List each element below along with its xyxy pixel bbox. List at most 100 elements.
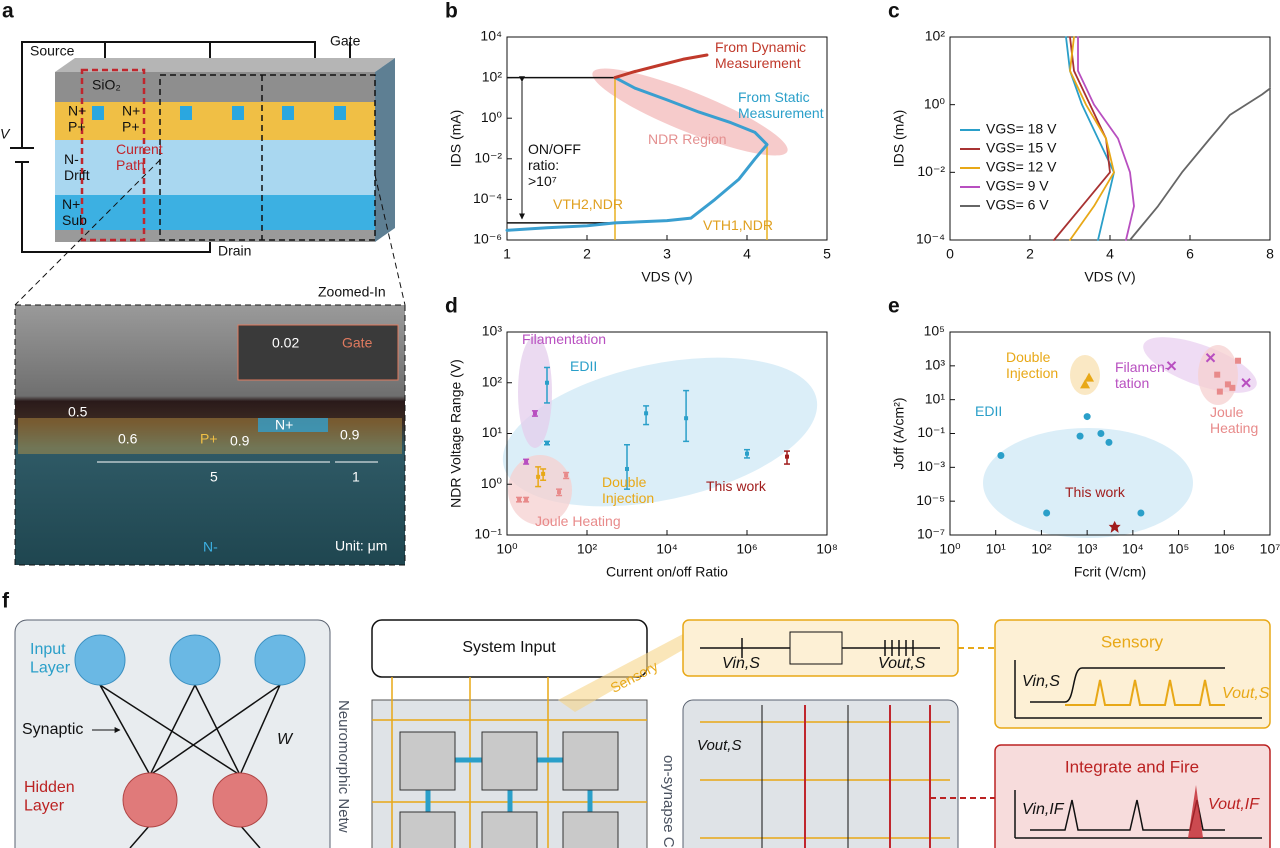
y-tick-label: 10⁻³ bbox=[917, 458, 945, 474]
label: Drain bbox=[218, 243, 251, 259]
series-line bbox=[613, 53, 709, 80]
point bbox=[1214, 371, 1221, 378]
neuron bbox=[254, 634, 306, 686]
legend-label: VGS= 18 V bbox=[986, 121, 1057, 137]
x-tick-label: 4 bbox=[1106, 246, 1114, 262]
series-label: Joule Heating bbox=[1210, 404, 1258, 436]
point bbox=[524, 497, 529, 502]
x-tick-label: 10⁶ bbox=[1214, 541, 1235, 557]
y-axis-label: Joff (A/cm²) bbox=[891, 397, 907, 469]
label: N+ bbox=[275, 417, 293, 433]
y-axis-label: NDR Voltage Range (V) bbox=[448, 359, 464, 508]
x-tick-label: 10⁵ bbox=[1168, 541, 1189, 557]
device-icon bbox=[789, 631, 843, 665]
label: N+ bbox=[122, 103, 140, 119]
y-tick-label: 10⁻⁷ bbox=[917, 526, 945, 542]
y-tick-label: 10¹ bbox=[482, 424, 503, 440]
cores bbox=[399, 731, 619, 848]
p-region bbox=[18, 418, 402, 454]
point bbox=[536, 474, 541, 479]
x-tick-label: 10² bbox=[1031, 541, 1052, 557]
label: P+ bbox=[122, 119, 140, 135]
legend-label: VGS= 9 V bbox=[986, 178, 1049, 194]
device-side bbox=[375, 58, 395, 242]
label: Vin,S bbox=[1022, 673, 1060, 690]
point bbox=[545, 440, 549, 445]
input-box bbox=[371, 619, 648, 678]
y-tick-label: 10⁻⁵ bbox=[916, 492, 945, 508]
point bbox=[1084, 372, 1095, 382]
point bbox=[532, 411, 537, 416]
panel-f: f Input Layer Synaptic W Hidden Layer Ne… bbox=[2, 590, 1271, 848]
beam bbox=[558, 625, 700, 712]
y-tick-label: 10⁴ bbox=[480, 28, 502, 44]
signal bbox=[1065, 679, 1225, 706]
series-label: Joule Heating bbox=[535, 513, 621, 529]
point bbox=[1076, 432, 1084, 440]
point bbox=[1097, 430, 1105, 437]
legend-label: VGS= 6 V bbox=[986, 197, 1049, 213]
y-tick-label: 10² bbox=[925, 28, 946, 44]
series-label: This work bbox=[706, 478, 767, 494]
point bbox=[625, 466, 629, 471]
legend-label: VGS= 15 V bbox=[986, 140, 1057, 156]
y-tick-label: 10³ bbox=[482, 323, 503, 339]
circuit bbox=[21, 41, 351, 253]
panel-label: a bbox=[2, 0, 14, 23]
point bbox=[997, 452, 1005, 460]
label: Current Path bbox=[116, 141, 167, 173]
point bbox=[1108, 520, 1121, 533]
label: N+ bbox=[68, 103, 86, 119]
panel-label: c bbox=[888, 0, 900, 23]
y-tick-label: 10⁰ bbox=[481, 475, 503, 491]
point bbox=[1229, 384, 1236, 391]
label: W bbox=[277, 731, 294, 748]
device-top bbox=[55, 58, 395, 72]
point bbox=[684, 416, 689, 421]
point bbox=[1137, 509, 1145, 517]
x-tick-label: 10⁴ bbox=[1122, 541, 1144, 557]
label: Unit: μm bbox=[335, 538, 387, 554]
point bbox=[557, 490, 562, 495]
y-tick-label: 10² bbox=[482, 68, 503, 84]
signal bbox=[1014, 660, 1262, 719]
y-tick-label: 10⁻² bbox=[474, 150, 502, 166]
drift bbox=[55, 140, 375, 195]
link bbox=[425, 757, 593, 812]
neuron bbox=[212, 772, 268, 828]
x-tick-label: 10⁰ bbox=[496, 541, 518, 557]
y-tick-label: 10² bbox=[482, 373, 503, 389]
label: Vout,S bbox=[878, 655, 926, 672]
column bbox=[804, 705, 931, 848]
point bbox=[745, 451, 749, 456]
series-line bbox=[1069, 36, 1115, 241]
label: P+ bbox=[200, 431, 218, 447]
panel-label: d bbox=[445, 295, 458, 318]
y-tick-label: 10⁰ bbox=[924, 95, 946, 111]
substrate bbox=[55, 195, 375, 230]
x-axis-label: Current on/off Ratio bbox=[606, 564, 728, 580]
neuron bbox=[169, 634, 221, 686]
point bbox=[541, 471, 546, 476]
x-tick-label: 10⁰ bbox=[939, 541, 961, 557]
n-plus bbox=[232, 106, 244, 120]
region bbox=[1070, 355, 1100, 395]
panel-label: b bbox=[445, 0, 458, 23]
annotation: NDR Region bbox=[648, 131, 727, 147]
synapses bbox=[99, 684, 281, 848]
y-axis-label: IDS (mA) bbox=[448, 110, 464, 168]
point bbox=[1166, 361, 1177, 371]
region bbox=[502, 357, 818, 507]
label: System Input bbox=[462, 639, 556, 656]
y-tick-label: 10⁻² bbox=[917, 163, 945, 179]
series-line bbox=[1077, 36, 1135, 241]
y-tick-label: 10⁻⁴ bbox=[473, 190, 502, 206]
point bbox=[524, 459, 529, 464]
series-label: From Static Measurement bbox=[738, 89, 824, 121]
y-tick-label: 10⁻⁶ bbox=[473, 231, 502, 247]
x-tick-label: 3 bbox=[663, 246, 671, 262]
label: Gate bbox=[342, 335, 373, 351]
oxide bbox=[55, 72, 375, 102]
x-tick-label: 10⁶ bbox=[736, 541, 757, 557]
